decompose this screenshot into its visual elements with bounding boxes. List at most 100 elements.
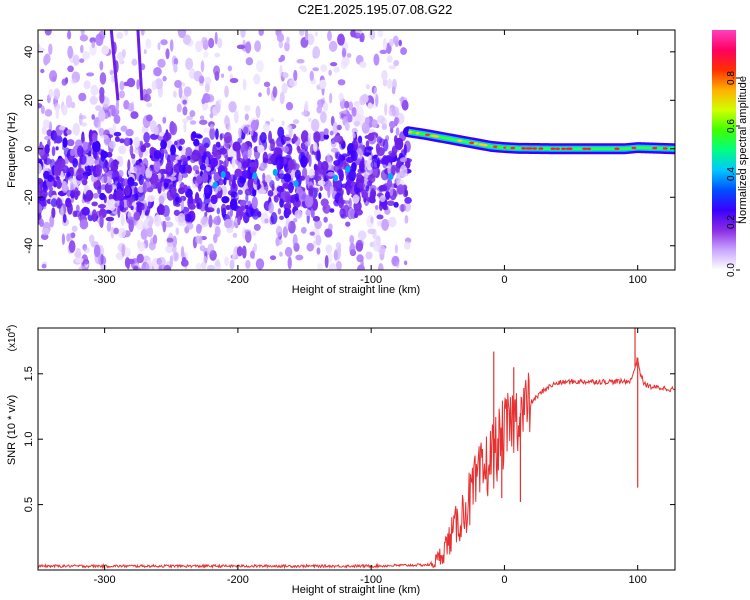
- spectrogram-cell: [385, 191, 391, 200]
- spectrogram-cell: [136, 189, 146, 202]
- spectrogram-cell: [131, 58, 138, 66]
- spectrogram-cell: [178, 138, 185, 145]
- spectrogram-cell: [346, 185, 351, 196]
- spectrogram-cell: [173, 164, 179, 174]
- spectrogram-cell: [120, 125, 128, 132]
- y-tick-label: 20: [23, 94, 35, 106]
- colorbar-tick-label: 0.8: [726, 71, 737, 85]
- snr-axes: -300 -200 -100 0 100 0.5 1.0 1.5: [23, 328, 675, 586]
- spectrogram-cell: [140, 30, 145, 36]
- spectrogram-cell: [237, 189, 243, 195]
- spectrogram-cell: [359, 61, 367, 68]
- spectrogram-cell: [127, 102, 134, 112]
- spectrogram-cell: [100, 150, 109, 159]
- spectrogram-cell: [83, 194, 92, 203]
- spectrogram-cell: [138, 242, 146, 252]
- spectrogram-cell: [333, 250, 338, 261]
- spectrogram-cell: [127, 176, 135, 187]
- spectrogram-cell: [99, 192, 106, 201]
- y-tick-label: 0: [23, 146, 35, 152]
- spectrogram-cell: [404, 215, 409, 224]
- spectrogram-cell: [130, 153, 136, 159]
- spectrogram-cell: [174, 79, 182, 88]
- spectrogram-cell: [178, 212, 186, 223]
- spectrogram-cell: [38, 212, 42, 221]
- spectrogram-cell: [53, 88, 61, 100]
- signal-trace-peak: [582, 147, 588, 150]
- spectrogram-cell: [404, 196, 412, 204]
- spectrogram-cell: [357, 264, 365, 270]
- spectrogram-cell: [189, 120, 197, 125]
- spectrogram-cell: [100, 253, 104, 265]
- spectrogram-cell: [310, 118, 320, 132]
- spectrogram-cell: [243, 104, 251, 112]
- spectrogram-cell: [215, 128, 219, 140]
- spectrogram-cell: [228, 148, 237, 159]
- spectrogram-cell: [376, 214, 384, 220]
- spectrogram-cell: [355, 242, 363, 252]
- spectrogram-cell: [70, 232, 76, 239]
- spectrogram-cell: [190, 154, 199, 160]
- spectrogram-cell: [116, 188, 123, 201]
- spectrogram-cell: [206, 207, 215, 213]
- spectrogram-cell: [186, 115, 193, 121]
- spectrogram-cell: [103, 172, 108, 184]
- spectrogram-cell: [119, 138, 125, 144]
- spectrogram-cell: [359, 37, 363, 43]
- spectrogram-cell: [214, 226, 221, 238]
- spectrogram-cell: [293, 135, 298, 142]
- spectrogram-cell: [80, 122, 88, 127]
- spectrogram-cell: [79, 58, 85, 63]
- spectrogram-cell: [140, 144, 147, 153]
- spectrogram-cell: [391, 86, 396, 95]
- spectrogram-cell: [229, 259, 235, 270]
- spectrogram-cell: [135, 219, 145, 231]
- spectrogram-cell: [260, 132, 267, 144]
- spectrogram-cell: [38, 144, 46, 157]
- spectrogram-cell: [186, 164, 192, 174]
- spectrogram-cell: [347, 208, 355, 220]
- spectrogram-cell: [220, 73, 225, 78]
- spectrogram-cell: [48, 88, 54, 99]
- spectrogram-cell: [320, 111, 327, 124]
- spectrogram-cell: [160, 148, 168, 154]
- spectrogram-cell: [348, 101, 354, 111]
- x-tick-label: -100: [360, 274, 382, 286]
- spectrogram-cell: [352, 132, 356, 139]
- spectrogram-cell: [381, 218, 389, 231]
- spectrogram-cell: [51, 207, 56, 219]
- spectrogram-cell: [108, 140, 116, 149]
- spectrogram-cell: [281, 82, 288, 94]
- spectrogram-cell: [293, 69, 298, 82]
- x-tick-label: 100: [629, 574, 647, 586]
- spectrogram-cell: [227, 65, 232, 72]
- spectrogram-cell: [404, 189, 409, 197]
- spectrogram-cell: [353, 32, 362, 39]
- spectrogram-cell: [308, 168, 315, 179]
- signal-trace-peak: [473, 142, 479, 145]
- spectrogram-cell: [342, 50, 347, 57]
- spectrogram-cell: [118, 145, 127, 155]
- spectrogram-cell: [244, 41, 252, 54]
- spectrogram-cell: [145, 38, 152, 49]
- spectrogram-cell: [315, 171, 319, 184]
- signal-trace-peak: [521, 147, 527, 150]
- spectrogram-cell: [218, 99, 222, 104]
- snr-y-multiplier: (x104): [6, 325, 18, 352]
- x-tick-label: -100: [360, 574, 382, 586]
- spectrogram-cell: [394, 137, 404, 150]
- spectrogram-cell: [154, 78, 163, 90]
- spectrogram-cell: [146, 226, 154, 238]
- spectrogram-cell: [157, 256, 166, 268]
- spectrogram-cell: [255, 60, 264, 73]
- spectrogram-cell: [173, 209, 181, 216]
- spectrogram-cell: [78, 115, 87, 120]
- spectrogram-cell: [250, 250, 255, 259]
- spectrogram-cell: [394, 117, 400, 124]
- spectrogram-cell: [152, 234, 158, 245]
- spectrogram-cell: [76, 169, 84, 179]
- spectrogram-cell: [370, 216, 374, 224]
- spectrogram-cell: [304, 100, 309, 113]
- x-tick-label: -200: [227, 574, 249, 586]
- spectrogram-cell: [242, 245, 247, 259]
